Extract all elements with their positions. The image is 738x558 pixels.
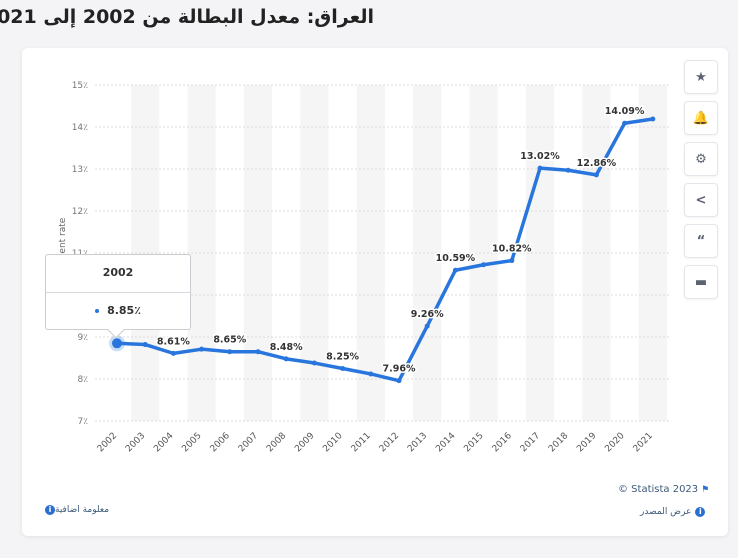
data-point [537,165,543,171]
x-tick-label: 2008 [265,431,288,454]
y-tick-label: 13٪ [72,165,88,175]
flag-icon: ⚑ [701,485,710,495]
x-tick-label: 2016 [491,431,514,454]
x-tick-label: 2009 [293,431,316,454]
data-label: 8.25% [326,352,359,363]
tooltip-row: 8.85٪ [46,293,190,329]
series-line [115,117,655,383]
series-dot-icon [95,309,100,313]
x-tick-label: 2021 [632,431,655,454]
x-tick-label: 2019 [575,431,598,454]
cite-button[interactable]: “ [684,224,718,258]
tooltip-year: 2002 [46,255,190,293]
bell-icon: 🔔 [692,110,710,126]
x-tick-label: 2012 [378,431,401,454]
x-tick-label: 2017 [519,431,542,454]
page-title: العراق: معدل البطالة من 2002 إلى 2021 [0,6,374,28]
x-tick-label: 2005 [180,431,203,454]
info-icon: i [45,505,55,515]
y-tick-label: 7٪ [77,417,88,427]
data-point [283,356,289,362]
y-axis-label: ment rate [58,217,68,262]
tooltip-value: 8.85٪ [107,304,141,317]
x-tick-label: 2007 [237,431,260,454]
data-point [340,366,346,371]
data-point [622,120,628,126]
y-tick-label: 8٪ [77,375,88,385]
star-icon: ★ [695,69,707,85]
x-tick-label: 2010 [321,431,344,454]
data-label: 8.61% [157,336,190,347]
quote-icon: “ [696,233,706,249]
more-info-label: معلومة اضافية [55,505,110,515]
x-tick-label: 2006 [209,431,232,454]
x-tick-label: 2014 [434,431,457,454]
y-tick-label: 12٪ [72,207,88,217]
x-tick-label: 2015 [462,431,485,454]
x-tick-label: 2002 [96,431,119,454]
gear-icon: ⚙ [695,151,707,167]
data-point [199,346,205,352]
data-point [255,349,261,355]
notification-button[interactable]: 🔔 [684,101,718,135]
data-point [396,378,402,384]
data-label: 12.86% [577,158,617,169]
series-path [115,117,655,383]
data-point [452,267,458,273]
data-point [112,338,122,349]
data-label: 10.82% [492,244,532,255]
data-label: 13.02% [520,151,560,162]
data-point [311,360,317,366]
data-point [481,262,487,268]
x-tick-label: 2020 [603,431,626,454]
data-point [368,371,374,377]
data-label: 14.09% [605,106,645,117]
share-button[interactable]: < [684,183,718,217]
data-point [565,167,571,173]
data-point [227,349,233,355]
show-source-label: عرض المصدر [640,507,692,517]
chart-tooltip: 2002 8.85٪ [45,254,191,339]
data-label: 9.26% [411,309,444,320]
data-point [170,350,176,356]
x-tick-label: 2013 [406,431,429,454]
show-source-link[interactable]: i عرض المصدر [640,507,706,517]
x-tick-label: 2011 [350,431,373,454]
data-label: 8.48% [270,342,303,353]
data-labels: 8.61% 8.65% 8.48% 8.25% 7.96% 9.26% 10.59% 10.8… [155,105,646,376]
data-label: 10.59% [436,253,476,264]
x-axis-ticks: 2002 2003 2004 2005 2006 2007 2008 2009 2010 2011… [96,431,655,454]
printer-icon: ▬ [694,274,708,290]
data-label: 8.65% [213,335,246,346]
data-points [109,116,656,384]
x-tick-label: 2018 [547,431,570,454]
y-tick-label: 15٪ [72,81,88,91]
data-point [142,342,148,348]
y-tick-label: 14٪ [72,123,88,133]
data-label: 7.96% [383,364,416,375]
data-point [650,116,656,122]
settings-button[interactable]: ⚙ [684,142,718,176]
print-button[interactable]: ▬ [684,265,718,299]
copyright-label: © Statista 2023 [618,484,699,495]
favorite-button[interactable]: ★ [684,60,718,94]
more-info-link[interactable]: معلومة اضافية i [40,505,109,515]
data-point [509,258,515,264]
x-tick-label: 2003 [124,431,147,454]
share-icon: < [695,192,707,208]
data-point [424,323,430,329]
chart-toolbar: ★ 🔔 ⚙ < “ ▬ [684,60,720,306]
info-icon: i [695,507,706,517]
data-point [593,172,599,178]
column-bands [131,85,667,421]
copyright[interactable]: © Statista 2023 ⚑ [618,484,709,495]
x-tick-label: 2004 [152,431,175,454]
y-tick-label: 9٪ [77,333,88,343]
